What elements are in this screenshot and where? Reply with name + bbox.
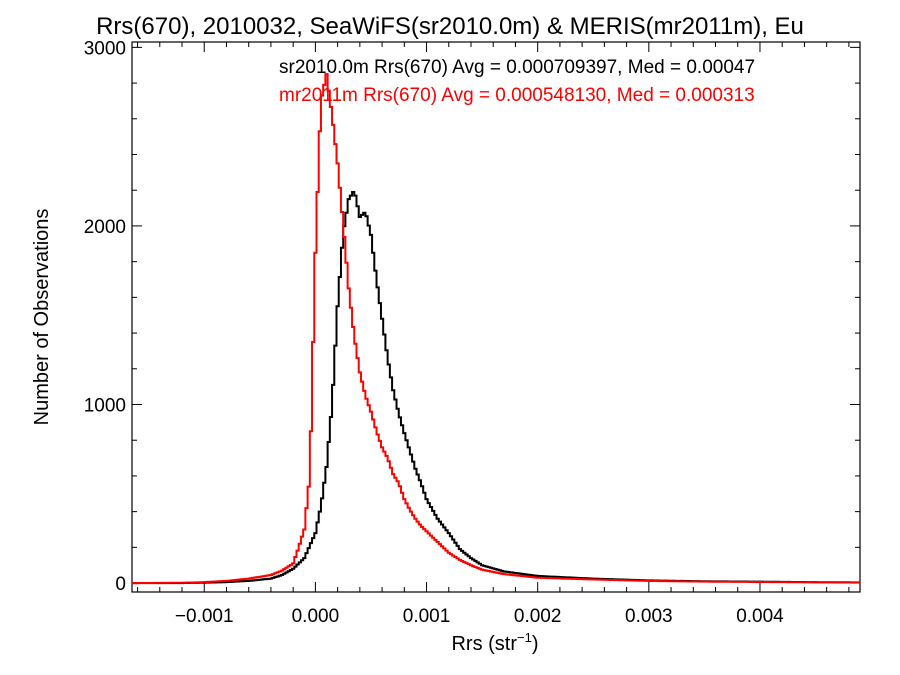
series-line-sr2010.0m — [132, 191, 860, 585]
y-tick-label: 0 — [115, 574, 126, 595]
plot-frame — [131, 41, 861, 593]
series-line-mr2011m — [132, 73, 860, 585]
chart-title: Rrs(670), 2010032, SeaWiFS(sr2010.0m) & … — [96, 13, 804, 40]
x-tick-label: 0.000 — [292, 606, 340, 627]
x-tick-label: 0.002 — [514, 606, 562, 627]
x-tick-label: 0.001 — [403, 606, 451, 627]
series-stat-annotation-sr2010: sr2010.0m Rrs(670) Avg = 0.000709397, Me… — [279, 57, 755, 78]
y-tick-label: 3000 — [84, 38, 126, 59]
y-tick-label: 1000 — [84, 396, 126, 417]
y-axis-label: Number of Observations — [31, 209, 53, 426]
x-tick-label: 0.004 — [736, 606, 784, 627]
x-tick-label: −0.001 — [175, 606, 234, 627]
x-axis-label: Rrs (str−1) — [451, 630, 538, 655]
y-tick-label: 2000 — [84, 217, 126, 238]
x-tick-label: 0.003 — [625, 606, 673, 627]
series-stat-annotation-mr2011: mr2011m Rrs(670) Avg = 0.000548130, Med … — [279, 85, 755, 106]
